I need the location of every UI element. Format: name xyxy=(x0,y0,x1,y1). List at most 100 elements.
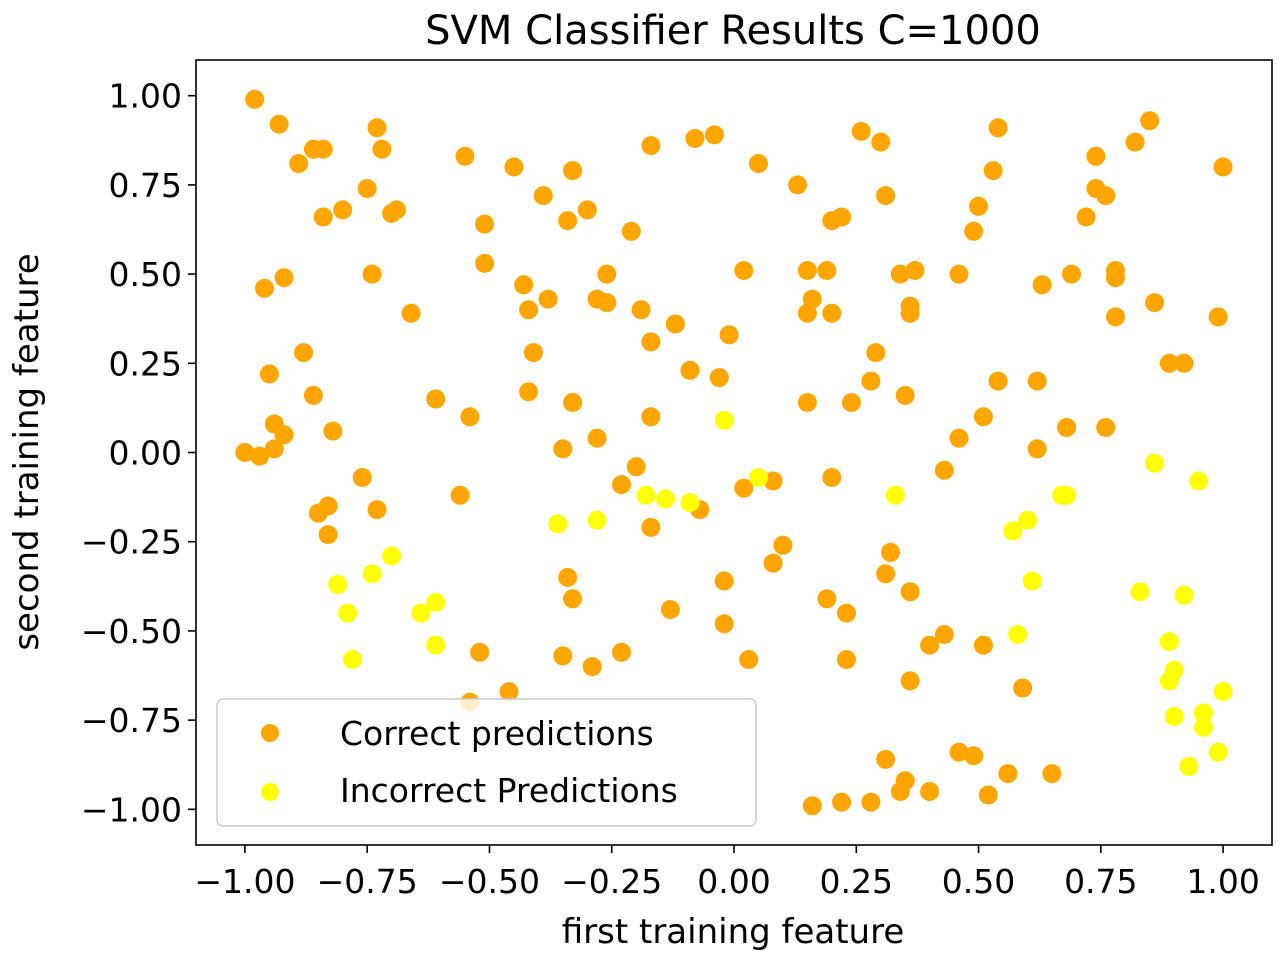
data-point xyxy=(352,468,372,487)
data-point xyxy=(563,161,583,181)
data-point xyxy=(797,261,817,280)
data-point xyxy=(333,200,353,220)
data-point xyxy=(832,792,852,812)
data-point xyxy=(1159,353,1179,373)
points-layer xyxy=(235,89,1233,816)
data-point xyxy=(367,118,387,138)
y-tick-label: 0.50 xyxy=(109,255,182,294)
data-point xyxy=(866,343,886,363)
data-point xyxy=(318,525,338,545)
data-point xyxy=(597,293,617,313)
data-point xyxy=(504,157,524,177)
data-point xyxy=(612,475,631,495)
data-point xyxy=(802,796,822,816)
data-point xyxy=(563,393,583,412)
data-point xyxy=(269,114,289,134)
series-1 xyxy=(328,410,1233,776)
data-point xyxy=(660,600,680,619)
data-point xyxy=(680,360,700,380)
legend-marker-correct xyxy=(261,724,279,742)
data-point xyxy=(460,407,480,427)
x-tick-label: −1.00 xyxy=(194,862,295,901)
data-point xyxy=(704,125,724,145)
data-point xyxy=(1194,703,1213,723)
data-point xyxy=(563,589,583,609)
data-point xyxy=(264,439,284,459)
data-point xyxy=(641,407,661,427)
x-tick-label: −0.75 xyxy=(317,862,418,901)
data-point xyxy=(313,207,333,227)
data-point xyxy=(582,657,602,677)
data-point xyxy=(1145,453,1165,473)
data-point xyxy=(817,261,837,280)
data-point xyxy=(949,264,969,284)
data-point xyxy=(1096,418,1116,437)
data-point xyxy=(1027,439,1047,459)
legend-label-incorrect: Incorrect Predictions xyxy=(340,771,678,810)
data-point xyxy=(524,343,543,363)
y-axis: −1.00 −0.75 −0.50 −0.25 0.00 0.25 0.50 0.75 1.00 xyxy=(81,77,196,829)
data-point xyxy=(626,457,646,477)
data-point xyxy=(734,478,754,498)
data-point xyxy=(900,671,920,691)
data-point xyxy=(1159,632,1179,652)
data-point xyxy=(367,500,387,520)
data-point xyxy=(881,542,900,562)
x-tick-label: 0.00 xyxy=(697,862,770,901)
data-point xyxy=(343,650,362,669)
data-point xyxy=(719,325,739,345)
data-point xyxy=(1140,111,1160,131)
data-point xyxy=(289,154,309,173)
data-point xyxy=(362,264,382,284)
data-point xyxy=(876,749,896,769)
data-point xyxy=(1057,485,1077,505)
data-point xyxy=(714,571,734,591)
data-point xyxy=(455,146,475,166)
data-point xyxy=(1145,293,1165,313)
data-point xyxy=(890,782,910,801)
x-tick-label: 0.75 xyxy=(1064,862,1137,901)
data-point xyxy=(313,139,333,159)
data-point xyxy=(1013,678,1033,698)
data-point xyxy=(934,460,954,480)
data-point xyxy=(1106,307,1125,327)
data-point xyxy=(934,625,954,644)
y-tick-label: 1.00 xyxy=(109,77,182,116)
data-point xyxy=(577,200,597,220)
data-point xyxy=(1194,717,1213,737)
series-0 xyxy=(235,89,1233,816)
data-point xyxy=(1062,264,1081,284)
data-point xyxy=(665,314,685,334)
data-point xyxy=(739,650,759,669)
y-tick-label: −0.75 xyxy=(81,701,182,740)
data-point xyxy=(323,421,343,441)
data-point xyxy=(1213,157,1233,177)
data-point xyxy=(763,553,783,573)
data-point xyxy=(680,493,700,512)
data-point xyxy=(274,425,294,445)
data-point xyxy=(797,393,817,412)
data-point xyxy=(631,300,651,320)
data-point xyxy=(861,371,881,391)
data-point xyxy=(548,514,568,534)
data-point xyxy=(641,332,661,352)
data-point xyxy=(426,592,446,612)
data-point xyxy=(255,278,274,298)
data-point xyxy=(382,546,402,566)
data-point xyxy=(709,368,729,388)
data-point xyxy=(964,221,984,241)
data-point xyxy=(895,385,915,405)
data-point xyxy=(988,118,1008,138)
data-point xyxy=(1008,625,1028,644)
data-point xyxy=(656,489,675,509)
data-point xyxy=(553,439,573,459)
data-point xyxy=(749,154,768,173)
data-point xyxy=(1159,671,1179,691)
data-point xyxy=(734,261,754,280)
data-point xyxy=(1130,582,1150,602)
y-tick-label: −0.50 xyxy=(81,612,182,651)
data-point xyxy=(538,289,558,309)
data-point xyxy=(1022,571,1042,591)
data-point xyxy=(519,382,539,402)
legend: Correct predictions Incorrect Prediction… xyxy=(216,698,757,827)
